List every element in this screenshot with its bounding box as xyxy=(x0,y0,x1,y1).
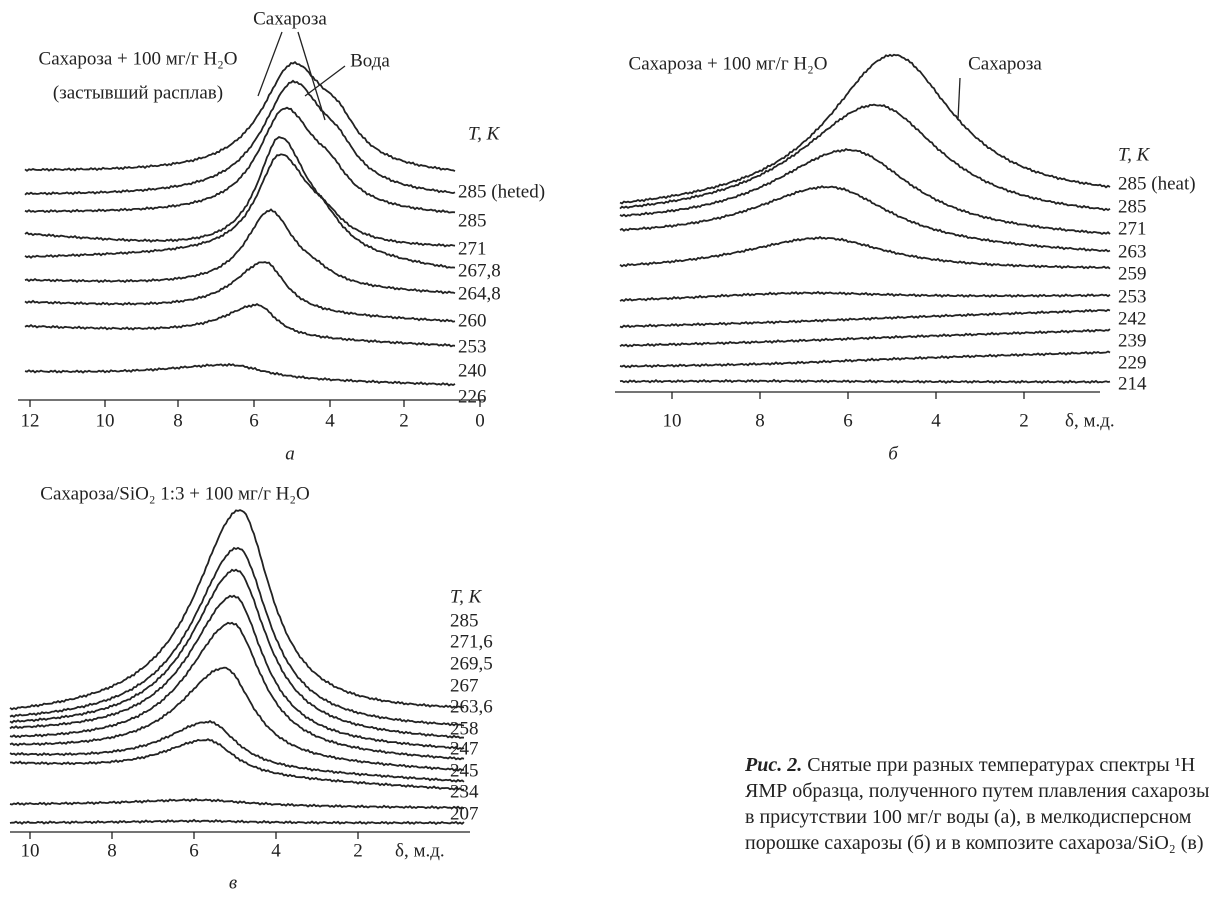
x-tick-label: 4 xyxy=(271,840,281,861)
x-tick-label: 10 xyxy=(21,840,40,861)
x-tick-label: 2 xyxy=(1019,410,1029,431)
caption-line: Снятые при разных температурах спектры ¹… xyxy=(807,754,1196,776)
temperature-label: 285 (heat) xyxy=(1118,173,1196,194)
spectrum-curve xyxy=(9,719,465,783)
arrows xyxy=(257,31,961,121)
spectrum-curve xyxy=(24,303,456,348)
x-tick-label: 8 xyxy=(755,410,765,431)
temperature-label: 229 xyxy=(1118,352,1147,373)
temperature-label: 239 xyxy=(1118,330,1147,351)
x-tick-label: 8 xyxy=(107,840,117,861)
spectrum-curve xyxy=(619,185,1111,253)
temperature-label: 214 xyxy=(1118,373,1147,394)
x-tick-label: 10 xyxy=(96,410,115,431)
spectrum-curve xyxy=(9,546,465,727)
temperature-label: 240 xyxy=(458,360,487,381)
x-tick-label: 0 xyxy=(475,410,485,431)
x-tick-label: 12 xyxy=(21,410,40,431)
x-tick-label: 8 xyxy=(173,410,183,431)
temperature-label: 259 xyxy=(1118,263,1147,284)
spectrum-curve xyxy=(24,261,456,323)
spectrum-curve xyxy=(24,362,456,387)
x-tick-label: 6 xyxy=(189,840,199,861)
spectrum-curve xyxy=(24,106,456,214)
spectrum-curve xyxy=(619,148,1111,235)
x-tick-label: 6 xyxy=(843,410,853,431)
x-tick-label: 10 xyxy=(663,410,682,431)
caption-label: Рис. 2. xyxy=(745,754,803,776)
annotation: Вода xyxy=(350,50,390,71)
spectrum-curve xyxy=(619,235,1111,270)
x-axis-title: δ, м.д. xyxy=(395,840,445,861)
temperature-axis-title: T, К xyxy=(468,123,501,144)
spectrum-curve xyxy=(9,818,465,826)
spectrum-curve xyxy=(9,738,465,792)
temperature-label: 253 xyxy=(458,336,487,357)
spectrum-curve xyxy=(619,103,1111,212)
temperature-label: 264,8 xyxy=(458,283,501,304)
annotation: Сахароза xyxy=(253,8,327,29)
x-axis-title: δ, м.д. xyxy=(1065,410,1115,431)
annotation: (застывший расплав) xyxy=(53,82,223,103)
spectrum-curve xyxy=(9,797,465,810)
temperature-label: 245 xyxy=(450,760,479,781)
spectrum-curve xyxy=(24,79,456,196)
annotation: Сахароза/SiO₂ 1:3 + 100 мг/г H₂O xyxy=(40,483,309,504)
spectrum-curve xyxy=(619,308,1111,329)
x-tick-label: 4 xyxy=(931,410,941,431)
spectrum-curve xyxy=(9,621,465,761)
temperature-label: 226 xyxy=(458,386,487,407)
annotation: Сахароза + 100 мг/г H₂O xyxy=(629,53,828,74)
temperature-label: 263,6 xyxy=(450,696,493,717)
temperature-axis-title: T, К xyxy=(450,586,483,607)
spectrum-curve xyxy=(9,594,465,750)
spectrum-curve xyxy=(9,666,465,772)
spectrum-curve xyxy=(619,328,1111,348)
temperature-label: 263 xyxy=(1118,241,1147,262)
x-tick-label: 4 xyxy=(325,410,335,431)
spectrum-curve xyxy=(24,61,456,172)
temperature-label: 271 xyxy=(458,238,487,259)
spectrum-curve xyxy=(619,378,1111,385)
caption: Рис. 2. Снятые при разных температурах с… xyxy=(745,752,1215,856)
annotation: Сахароза xyxy=(968,53,1042,74)
caption-line: порошке сахарозы (б) и в композите сахар… xyxy=(745,832,1204,854)
caption-line: ЯМР образца, полученного путем плавления… xyxy=(745,780,1210,802)
temperature-label: 285 xyxy=(450,610,479,631)
temperature-label: 285 (heted) xyxy=(458,181,545,202)
temperature-label: 271,6 xyxy=(450,631,493,652)
temperature-label: 267,8 xyxy=(458,260,501,281)
spectrum-curve xyxy=(9,568,465,739)
temperature-label: 242 xyxy=(1118,308,1147,329)
spectrum-curve xyxy=(9,509,465,711)
temperature-label: 285 xyxy=(458,210,487,231)
caption-line: в присутствии 100 мг/г воды (а), в мелко… xyxy=(745,806,1192,828)
x-tick-label: 2 xyxy=(353,840,363,861)
temperature-axis-title: T, К xyxy=(1118,144,1151,165)
temperature-label: 207 xyxy=(450,803,479,824)
temperature-label: 260 xyxy=(458,310,487,331)
spectrum-curve xyxy=(619,350,1111,369)
panel-label: в xyxy=(229,872,237,893)
x-tick-label: 2 xyxy=(399,410,409,431)
temperature-label: 253 xyxy=(1118,286,1147,307)
spectrum-curve xyxy=(619,290,1111,302)
panel-label: б xyxy=(888,443,899,464)
annotation: Сахароза + 100 мг/г H₂O xyxy=(39,48,238,69)
panel-label: а xyxy=(285,443,295,464)
temperature-label: 271 xyxy=(1118,218,1147,239)
spectrum-curve xyxy=(619,53,1111,205)
temperature-label: 267 xyxy=(450,675,479,696)
x-tick-label: 6 xyxy=(249,410,259,431)
temperature-label: 234 xyxy=(450,781,479,802)
spectrum-curve xyxy=(24,153,456,259)
temperature-label: 269,5 xyxy=(450,653,493,674)
spectrum-curve xyxy=(24,208,456,295)
spectrum-curve xyxy=(24,135,456,269)
temperature-label: 285 xyxy=(1118,196,1147,217)
